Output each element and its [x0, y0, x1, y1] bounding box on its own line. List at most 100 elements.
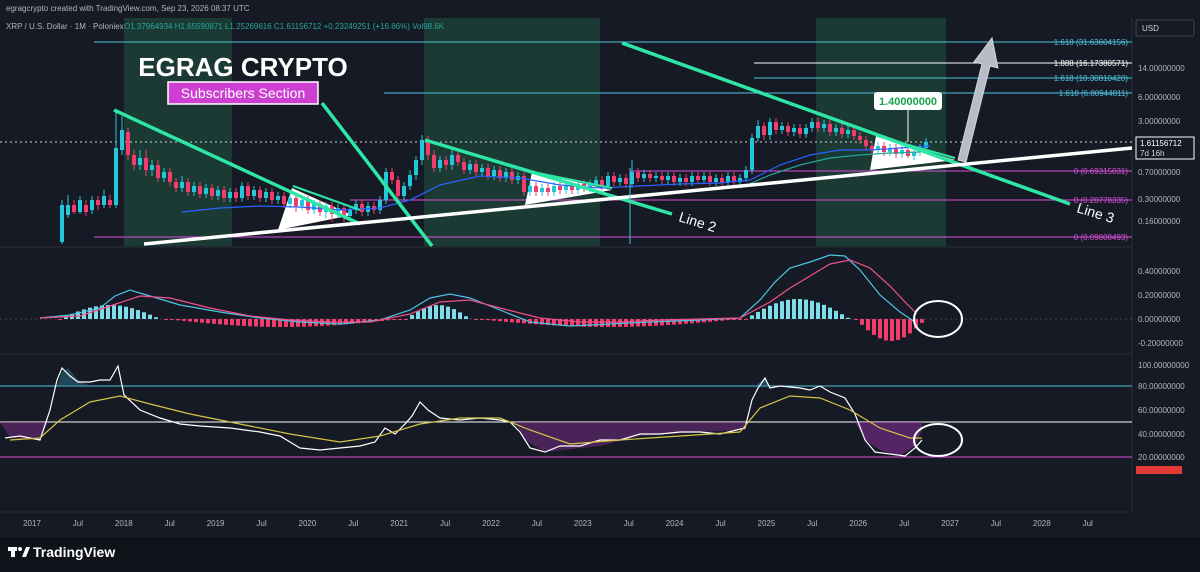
macd-bar [822, 304, 826, 319]
time-tick: Jul [624, 519, 634, 528]
time-tick: 2018 [115, 519, 133, 528]
macd-bar [440, 305, 444, 319]
candle-body [726, 176, 730, 182]
candle-body [858, 136, 862, 140]
symbol-label: XRP / U.S. Dollar · 1M · Poloniex [6, 22, 124, 31]
macd-bar [492, 319, 496, 321]
trendline-2 [320, 101, 434, 248]
tradingview-logo-icon[interactable] [8, 547, 30, 557]
candle-body [396, 180, 400, 196]
candle-body [450, 155, 454, 165]
footer-bar [0, 537, 1200, 572]
candle-body [480, 168, 484, 172]
macd-bar [480, 319, 484, 320]
macd-bar [260, 319, 264, 327]
candle-body [636, 172, 640, 178]
price-tick: 0.70000000 [1138, 168, 1181, 177]
macd-bar [660, 319, 664, 326]
rsi-oversold-fill [855, 422, 922, 456]
rsi-line [4, 364, 923, 457]
price-axis[interactable]: 14.00000000 6.00000000 3.00000000 0.7000… [1135, 64, 1195, 226]
macd-bar [242, 319, 246, 326]
candle-body [102, 196, 106, 205]
macd-bar [920, 319, 924, 323]
candle-body [894, 148, 898, 154]
candle-body [678, 178, 682, 182]
macd-bar [58, 319, 62, 320]
target-label: 1.40000000 [879, 96, 937, 108]
candle-body [852, 130, 856, 136]
candle-body [312, 204, 316, 210]
overlay-title: EGRAG CRYPTO [138, 52, 347, 82]
fib-lines [94, 41, 1132, 238]
signal-line [39, 259, 916, 323]
macd-bar [416, 311, 420, 319]
candle-body [336, 208, 340, 214]
candle-body [246, 186, 250, 196]
time-tick: Jul [440, 519, 450, 528]
macd-bar [750, 315, 754, 319]
candle-body [120, 130, 124, 150]
candle-body [558, 186, 562, 190]
macd-bar [130, 308, 134, 319]
macd-bar [362, 319, 366, 323]
candle-body [552, 186, 556, 192]
time-axis[interactable]: 2017 Jul 2018 Jul 2019 Jul 2020 Jul 2021 Jul 2022 J… [23, 519, 1093, 528]
macd-bar [272, 319, 276, 327]
macd-bar [816, 302, 820, 319]
candle-body [150, 165, 154, 170]
candle-body [864, 140, 868, 146]
macd-bar [194, 319, 198, 323]
time-tick: Jul [256, 519, 266, 528]
candle-body [672, 176, 676, 182]
candle-body [378, 200, 382, 210]
candle-body [168, 172, 172, 182]
currency-button[interactable] [1135, 19, 1195, 37]
macd-bar [756, 311, 760, 319]
candle-body [720, 178, 724, 182]
macd-bar [236, 319, 240, 326]
rsi-tick: 40.00000000 [1138, 430, 1185, 439]
macd-bar [296, 319, 300, 327]
time-tick: Jul [165, 519, 175, 528]
macd-tick: -0.20000000 [1138, 339, 1183, 348]
macd-bar [278, 319, 282, 327]
macd-bar [302, 319, 306, 327]
macd-bar [896, 319, 900, 340]
macd-bar [200, 319, 204, 323]
macd-bar [148, 314, 152, 319]
candle-body [156, 165, 160, 178]
macd-bar [786, 299, 790, 319]
time-tick: Jul [348, 519, 358, 528]
macd-bar [356, 319, 360, 324]
price-candles [60, 110, 928, 244]
macd-bar [248, 319, 252, 327]
fib-labels: 1.618 (31.63604156) 1.888 (16.17380571) … [1054, 38, 1129, 242]
macd-bar [458, 312, 462, 319]
time-tick: 2017 [23, 519, 41, 528]
candle-body [624, 178, 628, 184]
candle-body [780, 126, 784, 130]
candle-body [162, 172, 166, 178]
macd-bar [908, 319, 912, 334]
attribution-text: egragcrypto created with TradingView.com… [6, 4, 250, 13]
candle-body [876, 146, 880, 150]
candle-body [222, 190, 226, 198]
macd-bar [558, 319, 562, 326]
candle-body [414, 160, 418, 175]
candle-body [108, 200, 112, 205]
macd-bar [846, 317, 850, 319]
logo-slash-icon [22, 547, 30, 557]
macd-bar [188, 319, 192, 322]
time-tick: Jul [532, 519, 542, 528]
candle-body [114, 148, 118, 205]
candle-body [78, 200, 82, 212]
macd-bar [600, 319, 604, 327]
macd-bar [914, 319, 918, 329]
rsi-oversold-fill [0, 422, 48, 440]
candle-body [528, 186, 532, 192]
candle-body [774, 122, 778, 130]
macd-highlight-circle [913, 300, 963, 338]
candle-body [822, 124, 826, 128]
fib-label-1: 1.618 (31.63604156) [1054, 38, 1129, 47]
